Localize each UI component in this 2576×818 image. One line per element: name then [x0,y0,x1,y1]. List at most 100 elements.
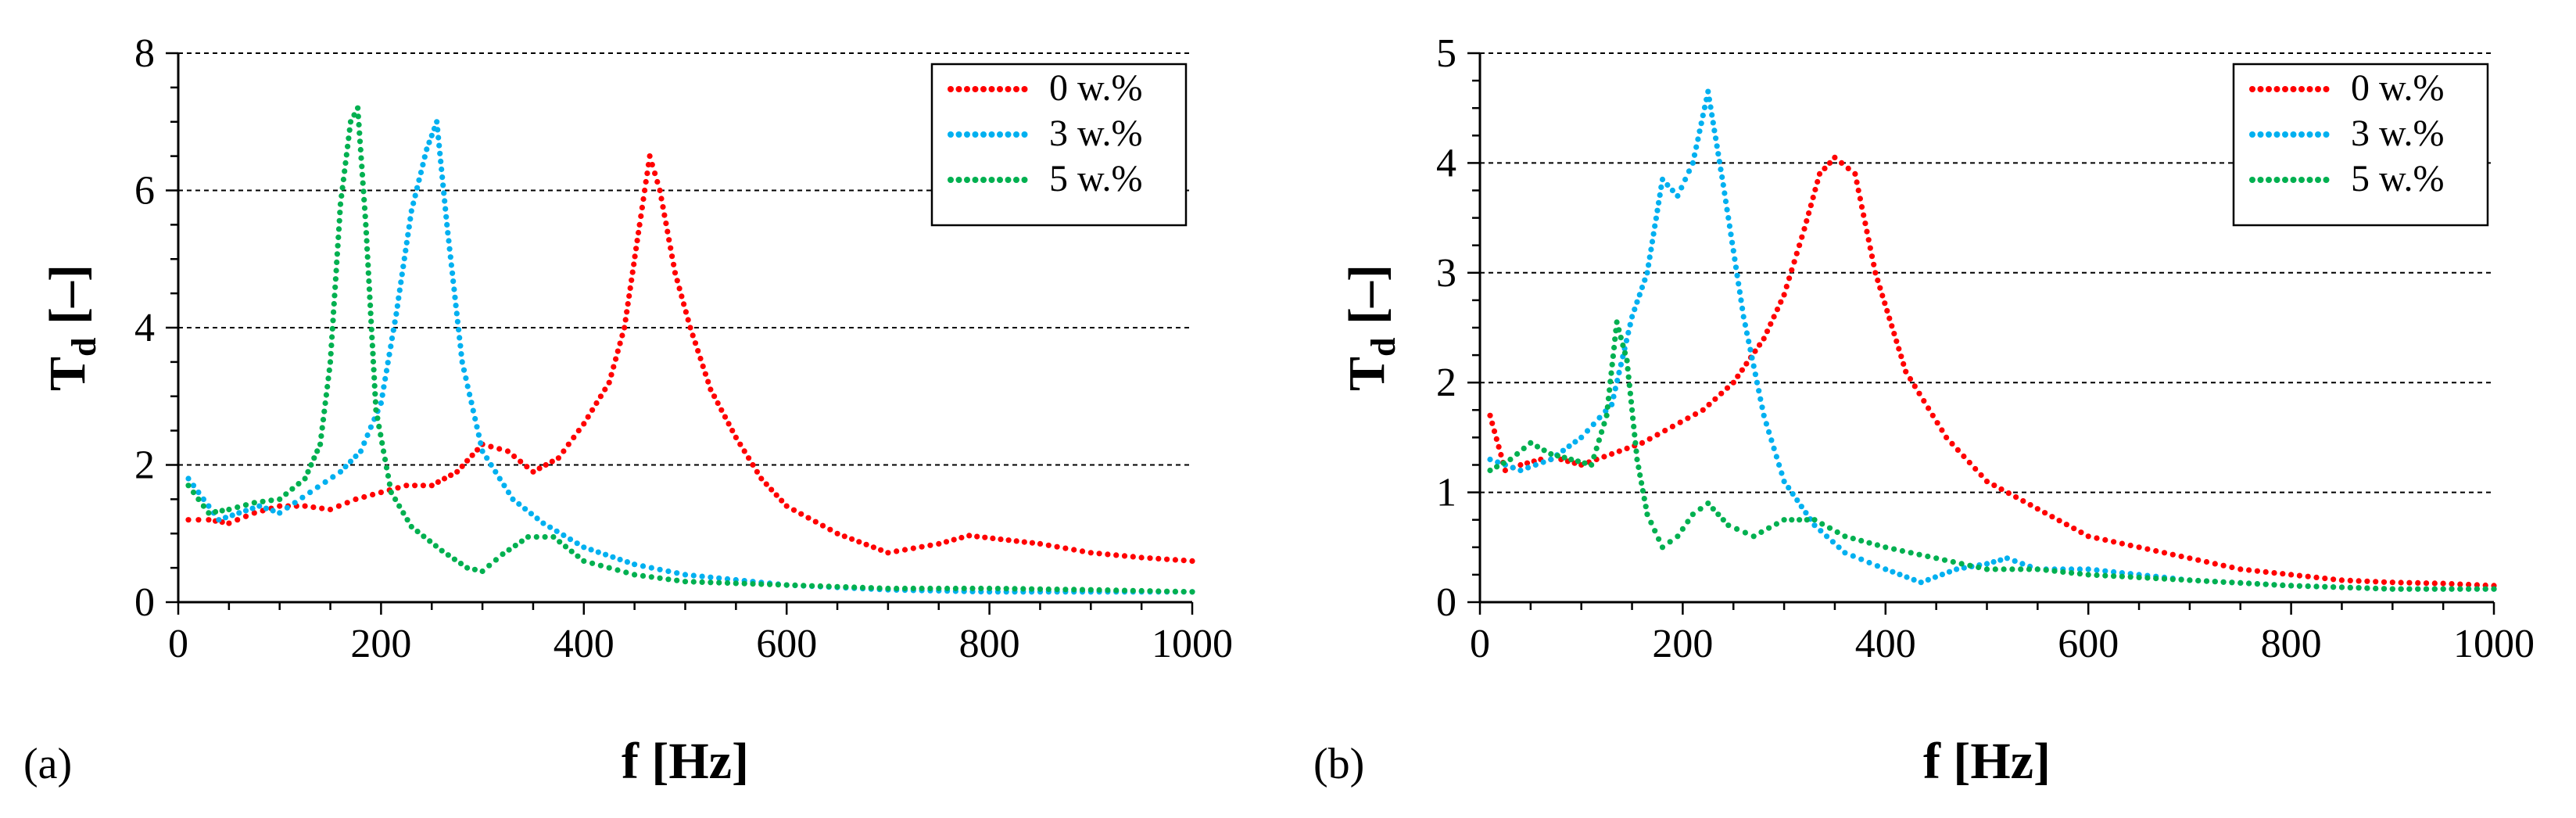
series-dot [2049,514,2055,520]
series-dot [1898,353,1904,360]
series-dot [593,400,600,407]
series-dot [479,448,485,454]
series-dot [518,458,524,465]
series-dot [1596,437,1602,443]
series-dot [1612,336,1618,343]
series-dot [357,146,364,153]
series-dot [1891,546,1897,552]
series-dot [332,284,339,290]
series-dot [2474,582,2480,588]
series-dot [2063,522,2069,528]
series-dot [388,343,394,350]
y-tick-label: 5 [1436,31,1456,76]
series-dot [400,264,407,270]
series-dot [453,310,460,317]
series-dot [427,538,433,544]
series-dot [2373,579,2379,585]
series-dot [525,534,532,540]
series-dot [1815,178,1821,185]
series-dot [1105,587,1111,594]
series-dot [961,585,967,592]
series-dot [226,506,232,513]
series-dot [1826,525,1833,531]
series-dot [700,363,706,369]
series-dot [632,561,638,568]
series-dot [2347,577,2353,584]
series-dot [716,575,722,581]
series-dot [1771,314,1777,320]
series-dot [277,496,283,503]
series-dot [464,565,471,571]
series-dot [1768,437,1775,443]
series-dot [665,576,672,583]
series-dot [2457,586,2463,592]
series-dot [1921,397,1927,404]
series-dot [1997,557,2004,563]
series-dot [2012,558,2018,565]
series-dot [443,213,450,220]
series-dot [2178,576,2184,583]
series-dot [302,475,308,482]
series-dot [2034,566,2040,572]
series-dot [325,375,331,382]
series-dot [2440,586,2446,592]
series-dot [1653,215,1659,221]
series-dot [510,496,516,503]
legend-swatch-dot [1013,177,1019,183]
series-dot [998,536,1004,543]
series-dot [588,547,594,553]
legend-swatch-dot [2282,131,2288,138]
series-dot [1164,588,1170,594]
series-dot [1875,277,1881,284]
series-dot [632,572,638,578]
series-dot [910,585,916,592]
series-dot [733,580,739,587]
series-dot [2071,526,2077,532]
series-dot [421,533,427,540]
series-dot [936,540,942,547]
series-dot [318,433,324,439]
series-dot [1548,450,1554,457]
legend-swatch-dot [2257,177,2264,183]
series-dot [441,475,448,482]
series-dot [1630,415,1636,422]
series-dot [460,367,468,373]
series-dot [370,491,376,498]
series-dot [1609,401,1615,407]
series-dot [407,216,414,222]
series-dot [1939,427,1945,433]
series-dot [1054,544,1060,550]
series-dot [565,441,571,447]
series-dot [359,171,366,178]
series-dot [1903,368,1909,375]
series-dot [1644,511,1650,518]
series-dot [1130,587,1136,594]
series-dot [2246,580,2252,587]
series-dot [456,327,462,333]
series-dot [444,221,450,228]
series-dot [901,585,908,592]
series-dot [1978,472,1984,479]
series-dot [2237,566,2244,572]
series-dot [1916,390,1922,396]
series-dot [1012,586,1018,592]
series-dot [927,542,933,548]
series-dot [364,238,370,244]
series-dot [1561,454,1567,461]
series-dot [1789,517,1795,523]
series-dot [1096,551,1102,557]
series-dot [307,490,313,496]
series-dot [1138,554,1145,561]
series-dot [1781,517,1787,523]
series-dot [951,536,957,543]
series-dot [687,325,693,331]
series-dot [1698,120,1704,127]
series-dot [1021,539,1027,545]
series-dot [518,538,525,544]
series-dot [435,127,441,133]
series-dot [1706,401,1712,407]
series-dot [2347,584,2353,591]
y-tick-label: 0 [1436,580,1456,625]
series-dot [568,548,575,554]
x-tick-label: 1000 [2453,622,2535,666]
